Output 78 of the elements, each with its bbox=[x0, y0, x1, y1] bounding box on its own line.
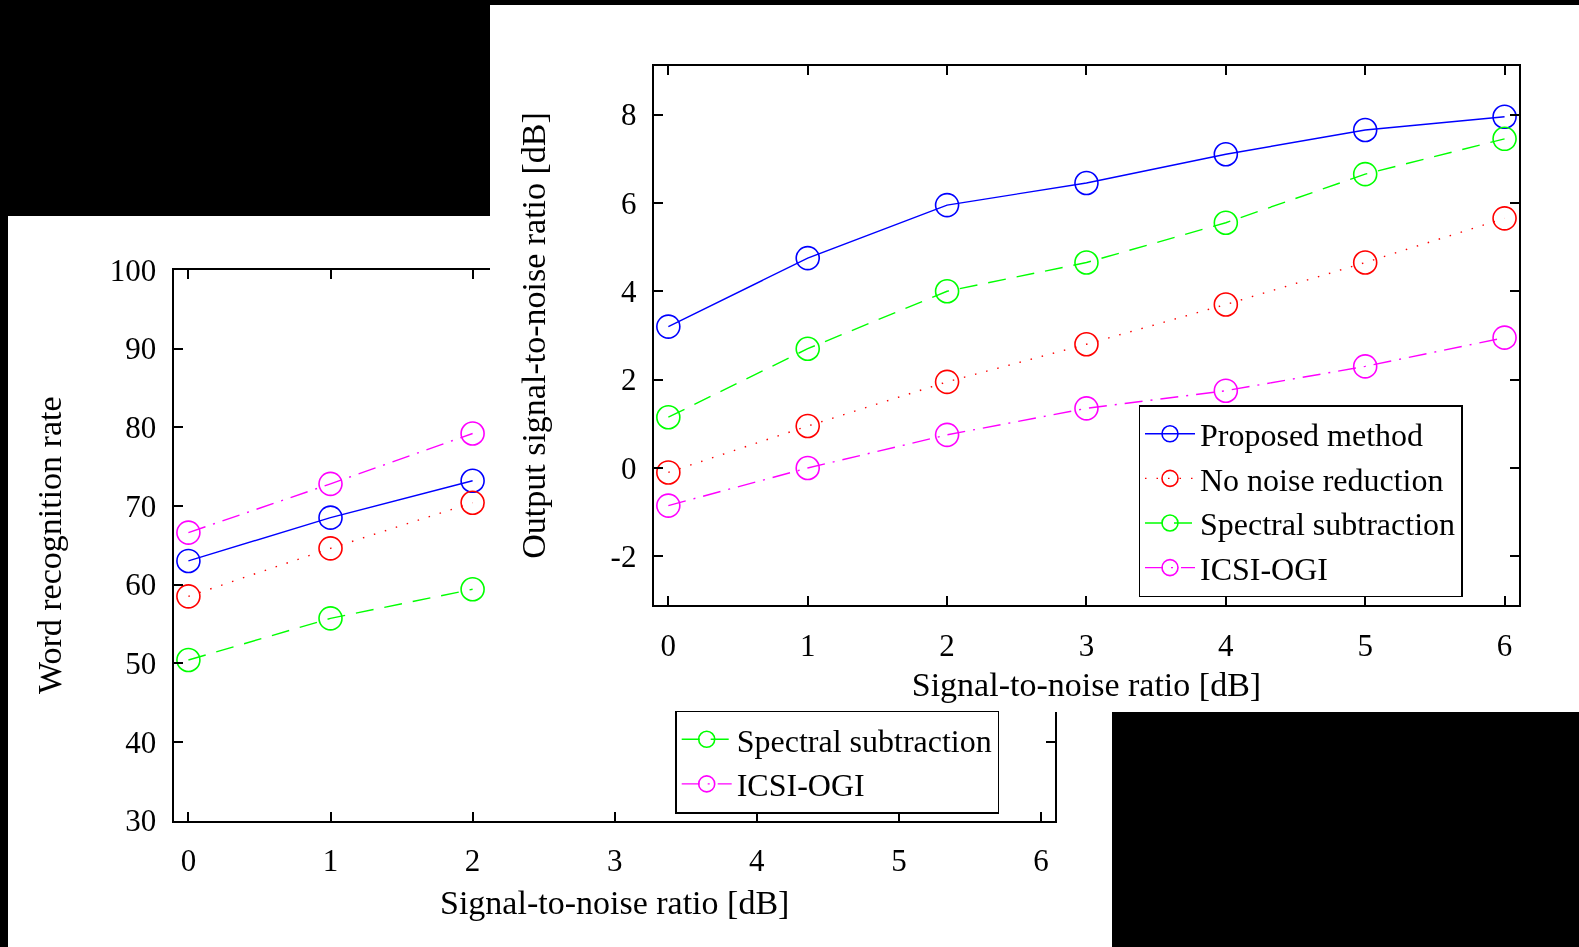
y-axis-title: Word recognition rate bbox=[30, 396, 68, 694]
x-tick-label: 2 bbox=[464, 843, 481, 879]
point bbox=[934, 278, 960, 304]
point bbox=[1352, 117, 1378, 143]
point bbox=[1492, 104, 1517, 130]
point bbox=[1213, 210, 1239, 236]
x-tick-label: 4 bbox=[1218, 627, 1235, 663]
legend-label: Proposed method bbox=[1200, 417, 1424, 454]
point bbox=[1213, 292, 1239, 317]
point bbox=[460, 490, 485, 516]
point bbox=[934, 422, 960, 448]
x-tick-label: 6 bbox=[1033, 843, 1049, 879]
x-tick-label: 2 bbox=[939, 627, 955, 663]
point bbox=[1074, 331, 1099, 357]
point bbox=[176, 647, 201, 673]
point bbox=[460, 421, 485, 446]
y-tick-label: 4 bbox=[620, 274, 637, 310]
y-tick-label: 100 bbox=[109, 252, 157, 288]
y-tick-label: 70 bbox=[125, 488, 157, 524]
point bbox=[656, 404, 681, 430]
point bbox=[318, 471, 343, 497]
y-tick-label: 6 bbox=[620, 185, 637, 221]
y-tick-label: 60 bbox=[125, 567, 157, 603]
x-tick-label: 4 bbox=[749, 843, 766, 879]
x-tick-label: 0 bbox=[180, 843, 197, 879]
y-tick-label: 90 bbox=[125, 331, 157, 367]
point bbox=[656, 460, 681, 485]
y-tick-label: 8 bbox=[620, 97, 637, 133]
point bbox=[176, 584, 201, 609]
x-axis-title: Signal-to-noise ratio [dB] bbox=[440, 884, 790, 922]
x-axis-title: Signal-to-noise ratio [dB] bbox=[911, 665, 1262, 703]
y-tick-label: 0 bbox=[620, 450, 637, 486]
point bbox=[795, 336, 821, 361]
point bbox=[460, 576, 485, 602]
point bbox=[1352, 161, 1378, 187]
x-tick-label: 3 bbox=[606, 843, 623, 879]
point bbox=[656, 314, 681, 339]
point bbox=[1074, 170, 1099, 196]
legend-label: Spectral subtraction bbox=[736, 722, 992, 759]
point bbox=[1352, 250, 1378, 275]
point bbox=[1074, 250, 1099, 275]
point bbox=[656, 493, 681, 518]
point bbox=[318, 606, 343, 631]
point bbox=[460, 468, 485, 493]
point bbox=[795, 413, 821, 439]
y-tick-label: 80 bbox=[125, 410, 157, 446]
legend-label: Spectral subtraction bbox=[1200, 506, 1456, 543]
y-tick-label: 30 bbox=[125, 803, 157, 839]
point bbox=[318, 505, 343, 530]
legend-label: ICSI-OGI bbox=[1200, 551, 1328, 588]
y-axis-title: Output signal-to-noise ratio [dB] bbox=[514, 112, 552, 559]
x-tick-label: 0 bbox=[660, 627, 677, 663]
point bbox=[1492, 325, 1517, 350]
point bbox=[176, 520, 201, 545]
x-tick-label: 6 bbox=[1496, 627, 1513, 663]
y-tick-label: 40 bbox=[125, 724, 157, 760]
point bbox=[795, 245, 821, 271]
point bbox=[1352, 354, 1378, 379]
x-tick-label: 3 bbox=[1078, 627, 1095, 663]
x-tick-label: 5 bbox=[891, 843, 907, 879]
y-tick-label: 2 bbox=[620, 362, 637, 398]
point bbox=[1492, 126, 1517, 152]
legend-label: ICSI-OGI bbox=[736, 767, 865, 804]
x-tick-label: 1 bbox=[322, 843, 339, 879]
point bbox=[1213, 378, 1239, 403]
legend-label: No noise reduction bbox=[1200, 461, 1444, 498]
y-tick-label: -2 bbox=[610, 539, 637, 575]
y-tick-label: 50 bbox=[125, 646, 157, 682]
point bbox=[176, 548, 201, 574]
point bbox=[1213, 141, 1239, 167]
point bbox=[318, 536, 343, 561]
point bbox=[934, 369, 960, 395]
point bbox=[934, 192, 960, 218]
x-tick-label: 1 bbox=[799, 627, 816, 663]
point bbox=[795, 455, 821, 481]
x-tick-label: 5 bbox=[1357, 627, 1373, 663]
point bbox=[1074, 396, 1099, 421]
point bbox=[1492, 206, 1517, 231]
